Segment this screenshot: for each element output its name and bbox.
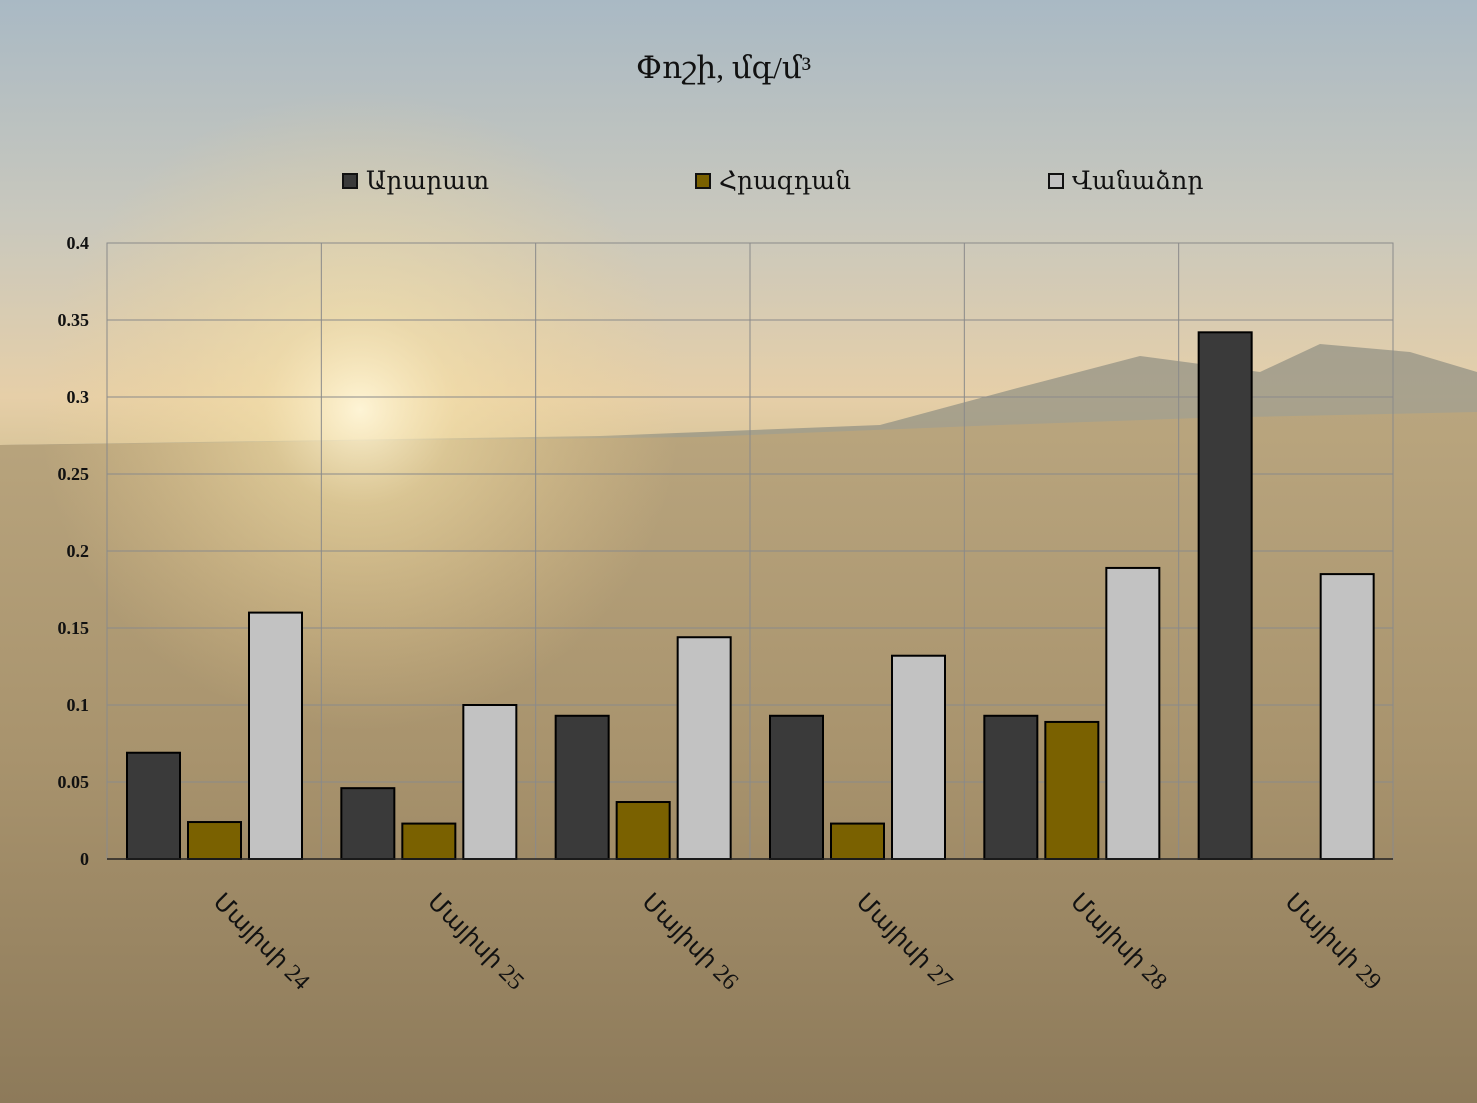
x-tick-label: Մայիսի 29 (1280, 889, 1386, 995)
bar-ararat (769, 714, 824, 861)
y-tick-label: 0.35 (58, 310, 90, 330)
y-tick-label: 0 (80, 849, 89, 869)
bar-vanadzor (462, 704, 518, 860)
bar-vanadzor (1319, 573, 1375, 860)
chart-title: Փոշի, մգ/մ³ (635, 50, 812, 85)
legend-label-hrazdan: Հրազդան (719, 168, 851, 195)
legend-swatch-ararat (342, 173, 358, 189)
y-tick-label: 0.05 (58, 772, 90, 792)
bar-vanadzor (248, 611, 303, 860)
bar-hrazdan (187, 821, 242, 860)
y-tick-label: 0.25 (58, 464, 90, 484)
bar-hrazdan (830, 822, 885, 861)
y-tick-label: 0.2 (67, 541, 90, 561)
x-tick-label: Մայիսի 24 (208, 889, 314, 995)
y-tick-label: 0.1 (67, 695, 90, 715)
legend-swatch-vanadzor (1048, 173, 1064, 189)
legend-label-ararat: Արարատ (366, 168, 490, 195)
bar-hrazdan (615, 801, 671, 861)
bar-ararat (126, 751, 181, 860)
bar-hrazdan (401, 822, 457, 861)
legend-swatch-hrazdan (695, 173, 711, 189)
bar-ararat (340, 787, 396, 860)
bar-ararat (554, 714, 610, 861)
bar-ararat (1197, 331, 1253, 860)
y-tick-label: 0.3 (67, 387, 90, 407)
y-tick-label: 0.15 (58, 618, 90, 638)
chart-legend: Արարատ Հրազդան Վանաձոր (0, 166, 1477, 198)
x-tick-label: Մայիսի 25 (422, 889, 528, 995)
bar-ararat (983, 714, 1039, 861)
legend-item-hrazdan: Հրազդան (695, 166, 851, 196)
y-tick-label: 0.4 (67, 233, 90, 253)
x-tick-label: Մայիսի 26 (637, 889, 743, 995)
bar-vanadzor (1105, 566, 1161, 860)
legend-label-vanadzor: Վանաձոր (1072, 168, 1204, 195)
bar-hrazdan (1044, 720, 1100, 860)
legend-item-vanadzor: Վանաձոր (1048, 166, 1203, 196)
x-tick-label: Մայիսի 28 (1065, 889, 1171, 995)
bar-vanadzor (676, 636, 732, 860)
bar-vanadzor (891, 654, 946, 860)
legend-item-ararat: Արարատ (342, 166, 489, 196)
x-tick-label: Մայիսի 27 (851, 889, 957, 995)
